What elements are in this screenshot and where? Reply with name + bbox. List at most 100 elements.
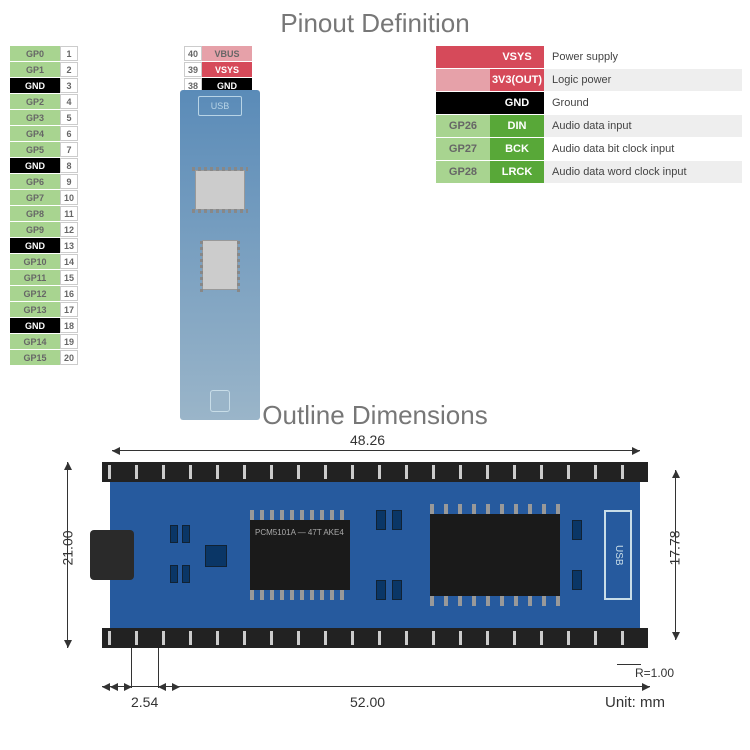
pin-label: GP9 [10, 222, 60, 237]
legend-col-b: BCK [490, 138, 544, 160]
component [205, 545, 227, 567]
dim-pinheader-bot [102, 628, 648, 648]
pin-row: GP912 [10, 222, 78, 237]
pin-row: GP1014 [10, 254, 78, 269]
legend-col-a: GP27 [436, 138, 490, 160]
pinout-title: Pinout Definition [0, 8, 750, 39]
legend-col-a: GP28 [436, 161, 490, 183]
outline-section: 48.26 PCM5101A — 47T AKE4 USB 21.00 17.7… [55, 440, 695, 730]
pin-label: GP11 [10, 270, 60, 285]
dim-board: PCM5101A — 47T AKE4 USB [110, 470, 640, 640]
pin-num: 2 [60, 62, 78, 77]
pin-row: GP57 [10, 142, 78, 157]
pin-num: 13 [60, 238, 78, 253]
pin-row: 39VSYS [184, 62, 252, 77]
legend-desc: Audio data word clock input [544, 161, 742, 183]
pin-row: GND8 [10, 158, 78, 173]
pin-row: GND13 [10, 238, 78, 253]
dim-tick [131, 648, 132, 688]
pin-label: GP13 [10, 302, 60, 317]
pin-label: VBUS [202, 46, 252, 61]
legend-row: VSYSPower supply [436, 46, 742, 68]
legend-row: GP28LRCKAudio data word clock input [436, 161, 742, 183]
legend-col-b: GND [490, 92, 544, 114]
legend-col-b: VSYS [490, 46, 544, 68]
pin-row: GP12 [10, 62, 78, 77]
board-usb-label: USB [198, 96, 242, 116]
pin-label: GP1 [10, 62, 60, 77]
pin-label: GP3 [10, 110, 60, 125]
legend-row: GP26DINAudio data input [436, 115, 742, 137]
board-ic1 [195, 170, 245, 210]
pin-num: 9 [60, 174, 78, 189]
pin-num: 11 [60, 206, 78, 221]
dim-ic-b [430, 514, 560, 596]
component [392, 510, 402, 530]
dim-audio-jack [90, 530, 134, 580]
pin-num: 1 [60, 46, 78, 61]
pin-num: 4 [60, 94, 78, 109]
legend-desc: Ground [544, 92, 742, 114]
pin-label: VSYS [202, 62, 252, 77]
pin-row: GP01 [10, 46, 78, 61]
legend-row: 3V3(OUT)Logic power [436, 69, 742, 91]
pin-label: GP5 [10, 142, 60, 157]
pin-num: 7 [60, 142, 78, 157]
pin-row: GP69 [10, 174, 78, 189]
pin-label: GP12 [10, 286, 60, 301]
dim-radius: R=1.00 [635, 666, 674, 680]
pin-num: 15 [60, 270, 78, 285]
pin-num: 18 [60, 318, 78, 333]
pin-row: GP1419 [10, 334, 78, 349]
pin-row: GND18 [10, 318, 78, 333]
left-pin-column: GP01GP12GND3GP24GP35GP46GP57GND8GP69GP71… [10, 46, 78, 366]
dim-height-left: 21.00 [60, 530, 76, 565]
pin-row: GP811 [10, 206, 78, 221]
pin-row: GP24 [10, 94, 78, 109]
legend-col-b: 3V3(OUT) [490, 69, 544, 91]
pin-num: 16 [60, 286, 78, 301]
dim-width-inner: 48.26 [350, 432, 385, 448]
pin-row: GP1216 [10, 286, 78, 301]
pin-label: GP7 [10, 190, 60, 205]
legend-col-a [436, 46, 490, 68]
pin-label: GP8 [10, 206, 60, 221]
dim-radius-line [617, 664, 641, 665]
pin-row: GP1115 [10, 270, 78, 285]
pin-label: GP14 [10, 334, 60, 349]
pin-num: 39 [184, 62, 202, 77]
pin-label: GND [10, 318, 60, 333]
legend-desc: Audio data bit clock input [544, 138, 742, 160]
pin-label: GND [10, 238, 60, 253]
pin-label: GND [10, 158, 60, 173]
component [182, 525, 190, 543]
pin-num: 40 [184, 46, 202, 61]
dim-pinheader-top [102, 462, 648, 482]
pin-label: GND [10, 78, 60, 93]
board-ic2 [202, 240, 238, 290]
legend-desc: Power supply [544, 46, 742, 68]
pin-label: GP2 [10, 94, 60, 109]
legend-col-b: DIN [490, 115, 544, 137]
legend-desc: Logic power [544, 69, 742, 91]
outline-title: Outline Dimensions [0, 400, 750, 431]
pin-num: 17 [60, 302, 78, 317]
component [170, 525, 178, 543]
legend-row: GP27BCKAudio data bit clock input [436, 138, 742, 160]
dim-height-right: 17.78 [667, 530, 683, 565]
pin-num: 8 [60, 158, 78, 173]
pinout-section: GP01GP12GND3GP24GP35GP46GP57GND8GP69GP71… [10, 46, 430, 366]
board-graphic: USB [180, 90, 260, 420]
pin-row: GND3 [10, 78, 78, 93]
legend-row: GNDGround [436, 92, 742, 114]
dim-width-outer: 52.00 [350, 694, 385, 710]
dim-pitch: 2.54 [131, 694, 158, 710]
component [182, 565, 190, 583]
dim-arrow-bottom [102, 686, 650, 687]
pin-num: 10 [60, 190, 78, 205]
pin-label: GP6 [10, 174, 60, 189]
legend-col-b: LRCK [490, 161, 544, 183]
dim-tick [158, 648, 159, 688]
pin-row: 40VBUS [184, 46, 252, 61]
component [376, 510, 386, 530]
